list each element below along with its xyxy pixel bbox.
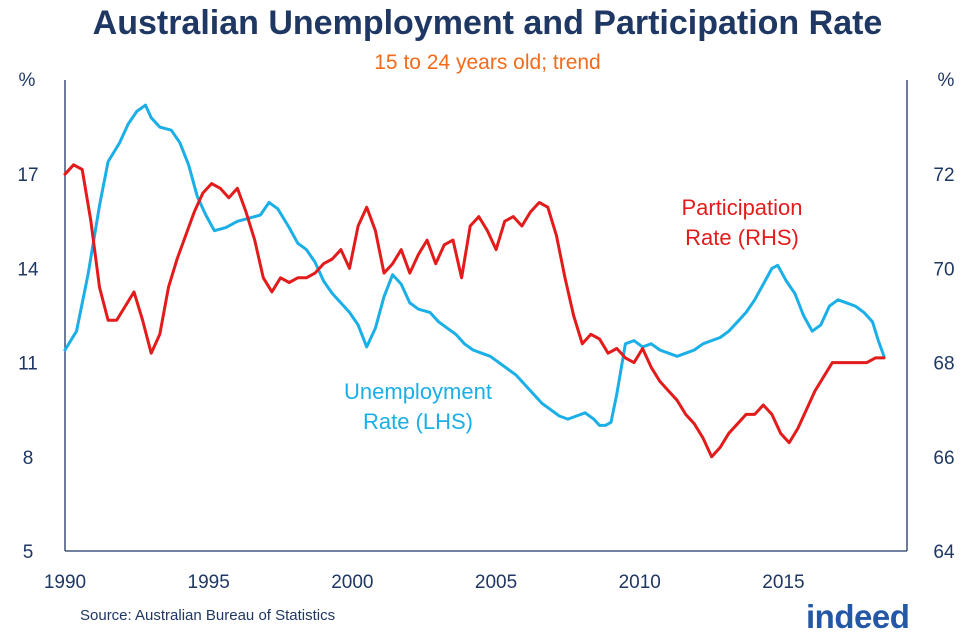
y-tick-left: 5 (23, 542, 34, 563)
participation-line (63, 163, 886, 459)
x-tick: 2010 (619, 572, 661, 593)
series-lines (63, 103, 886, 459)
chart-subtitle: 15 to 24 years old; trend (374, 51, 601, 74)
y-tick-left: 17 (17, 165, 38, 186)
x-tick: 2005 (475, 572, 517, 593)
y-tick-right: 64 (933, 542, 955, 563)
y-tick-right: 70 (933, 259, 954, 280)
y-tick-left: 14 (17, 259, 39, 280)
y-tick-right: 66 (933, 448, 954, 469)
y-tick-left: 11 (18, 354, 38, 375)
x-tick: 1990 (44, 572, 86, 593)
x-tick: 2015 (762, 572, 804, 593)
y-tick-left: 8 (23, 448, 34, 469)
series-labels: Unemployment Rate (LHS) Participation Rate … (344, 195, 803, 434)
y-tick-right: 68 (933, 354, 954, 375)
participation-label-line: Rate (RHS) (685, 225, 799, 250)
y-unit-right: % (938, 70, 955, 91)
x-tick: 1995 (188, 572, 230, 593)
chart-title: Australian Unemployment and Participatio… (92, 4, 883, 42)
unemployment-line (63, 103, 886, 427)
participation-label-line: Participation (681, 195, 802, 220)
x-tick: 2000 (331, 572, 373, 593)
unemployment-label-line: Unemployment (344, 379, 492, 404)
source-note: Source: Australian Bureau of Statistics (80, 607, 336, 624)
y-tick-right: 72 (933, 165, 954, 186)
y-unit-left: % (19, 70, 36, 91)
unemployment-label-line: Rate (LHS) (363, 409, 473, 434)
axes: % % 5 8 11 14 17 64 66 68 70 72 1990 1995 2000 2005 2010… (17, 70, 955, 593)
indeed-logo[interactable]: indeed (806, 598, 910, 635)
